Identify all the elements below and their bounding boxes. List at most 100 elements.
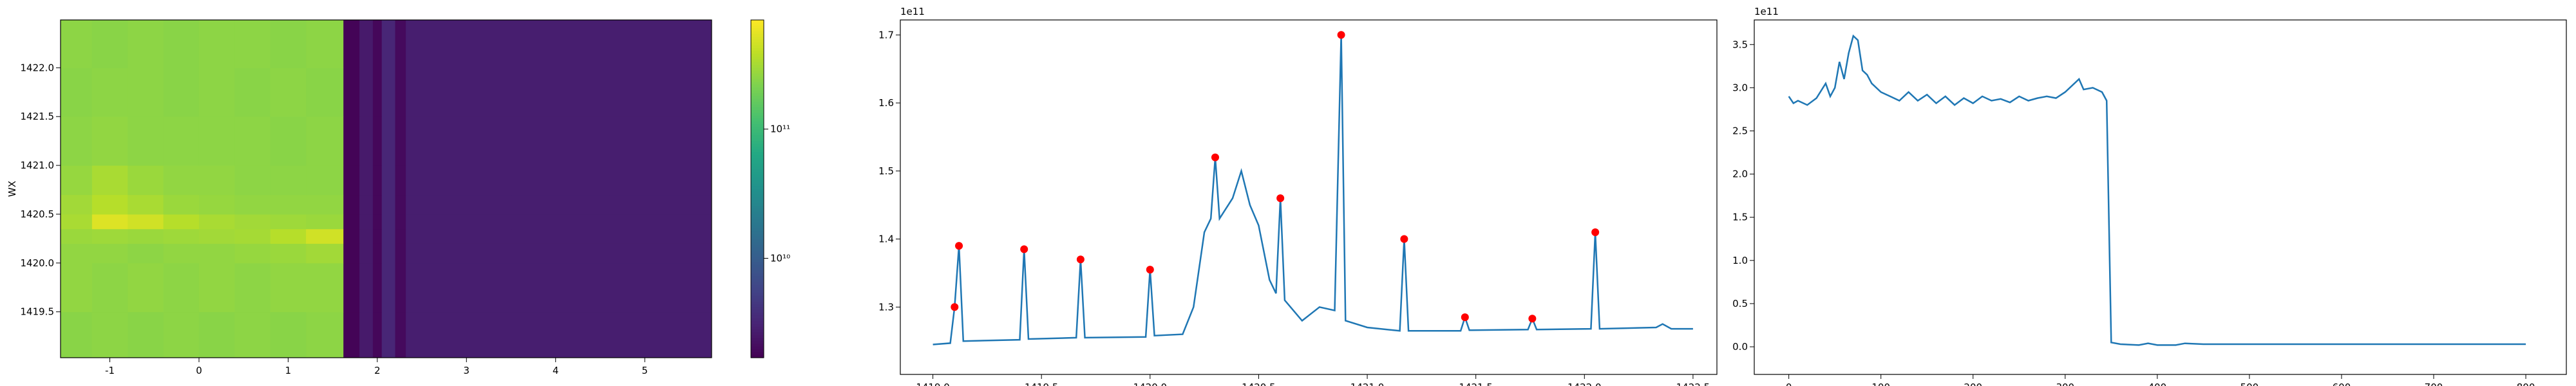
colorbar-step <box>751 45 764 49</box>
colorbar-step <box>751 160 764 164</box>
heat-cell <box>395 68 406 117</box>
heat-cell <box>91 311 128 358</box>
heat-cell <box>395 116 406 166</box>
y-tick-label: 1421.0 <box>21 160 55 171</box>
colorbar-step <box>751 101 764 105</box>
peak-marker <box>1591 228 1600 236</box>
colorbar-step <box>751 183 764 187</box>
colorbar-step <box>751 309 764 313</box>
heat-cell <box>163 214 200 230</box>
peak-marker <box>1337 31 1345 39</box>
colorbar-step <box>751 31 764 35</box>
colorbar-step <box>751 352 764 356</box>
y-tick-label: 1419.5 <box>21 306 55 318</box>
heat-cell <box>343 214 360 230</box>
heat-cell <box>511 68 610 117</box>
heat-cell <box>306 194 344 215</box>
heat-cell <box>372 20 383 68</box>
heat-cell <box>511 243 610 264</box>
heat-cell <box>372 194 383 215</box>
colorbar-step <box>751 180 764 184</box>
heat-cell <box>511 20 610 68</box>
x-tick-label: 2 <box>374 365 381 376</box>
x-tick-label: 200 <box>1964 381 1982 386</box>
heat-cell <box>359 243 374 264</box>
axes-frame <box>1754 19 2567 375</box>
heat-cell <box>270 68 307 117</box>
colorbar-step <box>751 264 764 268</box>
heat-cell <box>128 68 164 117</box>
colorbar-step <box>751 133 764 136</box>
heat-cell <box>406 116 512 166</box>
colorbar-step <box>751 118 764 122</box>
colorbar-step <box>751 107 764 111</box>
heat-cell <box>372 165 383 196</box>
y-tick-label: 1.4 <box>878 234 894 245</box>
heat-cell <box>198 20 235 68</box>
heat-cell <box>395 311 406 358</box>
colorbar-step <box>751 270 764 274</box>
colorbar-step <box>751 121 764 125</box>
heat-cell <box>61 214 93 230</box>
heat-cell <box>306 243 344 264</box>
colorbar-step <box>751 208 764 212</box>
heat-cell <box>163 68 200 117</box>
heat-cell <box>234 194 271 215</box>
heat-cell <box>372 243 383 264</box>
heat-cell <box>128 194 164 215</box>
peak-marker <box>951 303 959 311</box>
colorbar-tick-label: 10¹⁰ <box>770 252 790 264</box>
x-tick-label: 700 <box>2425 381 2443 386</box>
colorbar-step <box>751 205 764 209</box>
x-tick-label: 100 <box>1871 381 1890 386</box>
heat-cell <box>306 311 344 358</box>
heat-cell <box>234 243 271 264</box>
heat-cell <box>372 228 383 244</box>
colorbar-step <box>751 329 764 333</box>
heat-cell <box>343 228 360 244</box>
x-tick-label: 1421.5 <box>1459 381 1493 386</box>
colorbar-step <box>751 225 764 229</box>
heat-cell <box>163 228 200 244</box>
heat-cell <box>234 165 271 196</box>
heat-cell <box>270 228 307 244</box>
heat-cell <box>372 68 383 117</box>
heat-cell <box>270 165 307 196</box>
heat-cell <box>406 243 512 264</box>
heat-cell <box>406 228 512 244</box>
heat-cell <box>609 214 712 230</box>
heat-cell <box>381 311 396 358</box>
data-line <box>933 35 1693 345</box>
colorbar-step <box>751 56 764 60</box>
heat-cell <box>61 165 93 196</box>
colorbar-step <box>751 152 764 156</box>
colorbar-step <box>751 141 764 145</box>
peak-marker <box>1276 194 1285 203</box>
y-tick-label: 1420.5 <box>21 208 55 220</box>
heat-cell <box>270 194 307 215</box>
heat-cell <box>406 68 512 117</box>
colorbar-step <box>751 259 764 262</box>
heat-cell <box>381 68 396 117</box>
colorbar-step <box>751 84 764 88</box>
heat-cell <box>381 243 396 264</box>
heat-cell <box>198 68 235 117</box>
heat-cell <box>381 228 396 244</box>
colorbar-step <box>751 113 764 116</box>
heat-cell <box>395 214 406 230</box>
heat-cell <box>234 228 271 244</box>
heat-cell <box>609 243 712 264</box>
heat-cell <box>609 116 712 166</box>
colorbar-step <box>751 188 764 192</box>
colorbar-step <box>751 256 764 260</box>
peak-marker <box>1528 315 1537 323</box>
heat-cell <box>61 68 93 117</box>
heat-cell <box>270 262 307 313</box>
colorbar-step <box>751 73 764 77</box>
heat-cell <box>91 214 128 230</box>
heat-cell <box>270 243 307 264</box>
x-tick-label: 1422.0 <box>1567 381 1602 386</box>
heat-cell <box>234 20 271 68</box>
colorbar-step <box>751 262 764 266</box>
colorbar-step <box>751 166 764 170</box>
